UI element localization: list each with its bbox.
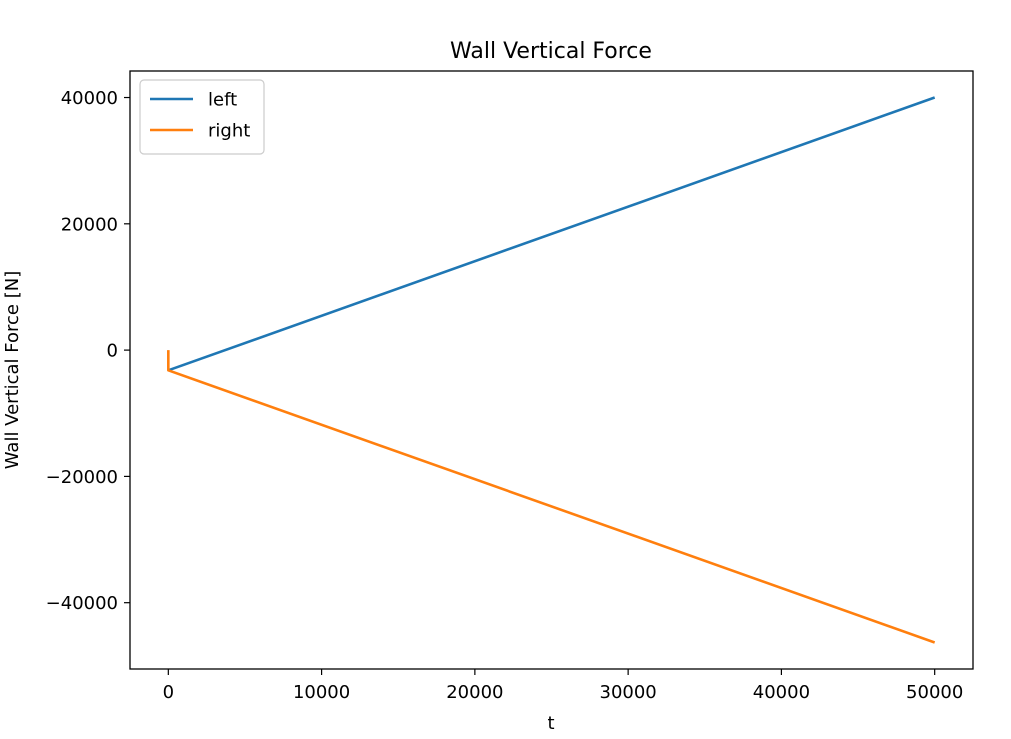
y-axis: −40000 −20000 0 20000 40000 <box>46 88 130 614</box>
axes-frame <box>129 70 974 670</box>
y-tick-label: 40000 <box>61 88 118 109</box>
legend-label-right: right <box>208 121 250 142</box>
series-line-left <box>167 96 936 372</box>
x-tick-label: 50000 <box>906 682 963 703</box>
legend: left right <box>139 79 265 155</box>
x-tick-label: 10000 <box>293 682 350 703</box>
x-tick-label: 0 <box>163 682 174 703</box>
x-tick-label: 20000 <box>446 682 503 703</box>
legend-box <box>139 79 265 155</box>
y-tick-label: −20000 <box>46 467 118 488</box>
x-axis-label: t <box>547 713 554 734</box>
chart-title: Wall Vertical Force <box>450 39 652 64</box>
legend-label-left: left <box>208 90 237 111</box>
x-axis: 0 10000 20000 30000 40000 50000 <box>163 669 963 703</box>
y-tick-label: 20000 <box>61 214 118 235</box>
series-line-right <box>167 350 936 644</box>
y-tick-label: −40000 <box>46 593 118 614</box>
x-tick-label: 30000 <box>600 682 657 703</box>
series-layer <box>167 96 936 644</box>
y-axis-label: Wall Vertical Force [N] <box>2 271 23 469</box>
y-tick-label: 0 <box>107 341 118 362</box>
x-tick-label: 40000 <box>753 682 810 703</box>
